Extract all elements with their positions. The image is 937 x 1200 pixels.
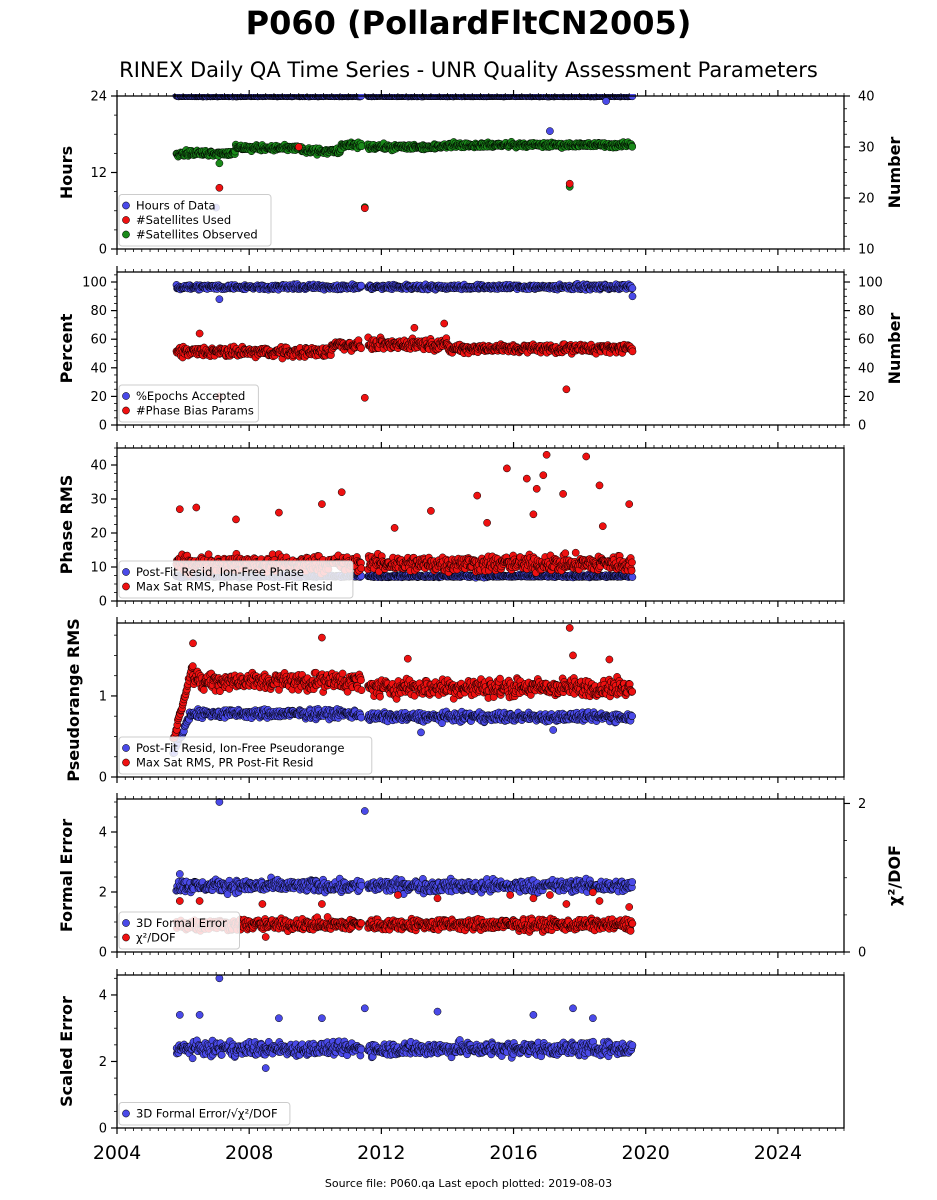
y2-tick-label: 30 bbox=[858, 141, 875, 156]
legend-box bbox=[118, 194, 272, 247]
panel-percent: 0 20 40 60 80 100 Percent 0 20 40 60 80 100 Number %Ep… bbox=[57, 266, 904, 434]
y2-tick-label: 40 bbox=[858, 361, 875, 376]
legend-marker bbox=[122, 230, 130, 239]
point-hours-s2-outlier bbox=[215, 183, 224, 192]
point-percent-s0-outlier bbox=[628, 292, 637, 301]
legend-marker bbox=[122, 216, 130, 224]
legend-label: #Satellites Used bbox=[136, 213, 231, 227]
y-tick-label: 12 bbox=[90, 166, 107, 181]
y-tick-label: 0 bbox=[99, 419, 107, 434]
legend-marker bbox=[122, 201, 130, 210]
y2-axis-label: Number bbox=[885, 137, 904, 209]
page-subtitle: RINEX Daily QA Time Series - UNR Quality… bbox=[119, 58, 818, 82]
y2-tick-label: 60 bbox=[858, 333, 875, 348]
legend: Hours of Data#Satellites Used#Satellites… bbox=[118, 194, 272, 247]
point-percent-s1-outlier bbox=[440, 319, 449, 328]
legend: %Epochs Accepted#Phase Bias Params bbox=[118, 384, 259, 423]
point-percent-s1 bbox=[357, 344, 365, 353]
point-percent-s1 bbox=[628, 347, 637, 356]
page-title: P060 (PollardFltCN2005) bbox=[245, 4, 692, 42]
point-percent-s1-outlier bbox=[562, 385, 571, 394]
y2-tick-label: 20 bbox=[858, 390, 875, 405]
y-tick-label: 0 bbox=[99, 243, 107, 258]
point-hours-s2-outlier bbox=[565, 179, 574, 188]
legend-marker bbox=[122, 406, 130, 415]
legend-label: Hours of Data bbox=[136, 199, 216, 213]
y-tick-label: 100 bbox=[82, 276, 107, 291]
legend-marker bbox=[122, 392, 130, 400]
y-tick-label: 40 bbox=[90, 361, 107, 376]
point-percent-s1-outlier bbox=[360, 393, 369, 402]
data-points bbox=[172, 279, 637, 402]
y-tick-label: 80 bbox=[90, 304, 107, 319]
point-phase-s0 bbox=[628, 573, 637, 581]
y-tick-label: 20 bbox=[90, 390, 107, 405]
legend-label: %Epochs Accepted bbox=[136, 389, 245, 403]
point-hours-s2-outlier bbox=[360, 204, 369, 213]
point-phase-s1 bbox=[357, 564, 366, 573]
point-phase-s1 bbox=[561, 549, 570, 558]
y2-tick-label: 80 bbox=[858, 304, 875, 319]
y2-axis-label: Number bbox=[885, 313, 904, 385]
y2-tick-label: 10 bbox=[858, 243, 875, 258]
y-axis-label: Percent bbox=[57, 313, 76, 383]
y2-tick-label: 100 bbox=[858, 276, 883, 291]
y-tick-label: 24 bbox=[90, 90, 107, 105]
point-percent-s0 bbox=[357, 281, 366, 290]
point-hours-s1 bbox=[628, 142, 637, 151]
point-hours-s0-outlier bbox=[602, 97, 610, 105]
y-tick-label: 60 bbox=[90, 333, 107, 348]
y2-tick-label: 40 bbox=[858, 90, 875, 105]
legend-label: #Phase Bias Params bbox=[136, 404, 254, 418]
point-hours-s2-outlier bbox=[294, 143, 303, 151]
y2-tick-label: 20 bbox=[858, 192, 875, 207]
legend-label: #Satellites Observed bbox=[136, 228, 258, 242]
point-percent-s0 bbox=[628, 284, 637, 293]
point-hours-s0-outlier bbox=[546, 127, 554, 135]
point-hours-s1-outlier bbox=[215, 159, 224, 168]
data-points bbox=[172, 94, 637, 213]
point-percent-s0-outlier bbox=[215, 295, 224, 304]
point-phase-s1 bbox=[571, 548, 580, 557]
y2-tick-label: 0 bbox=[858, 419, 866, 434]
y-axis-label: Hours bbox=[57, 146, 76, 199]
point-percent-s1-outlier bbox=[410, 323, 419, 332]
point-percent-s1-outlier bbox=[195, 329, 204, 338]
